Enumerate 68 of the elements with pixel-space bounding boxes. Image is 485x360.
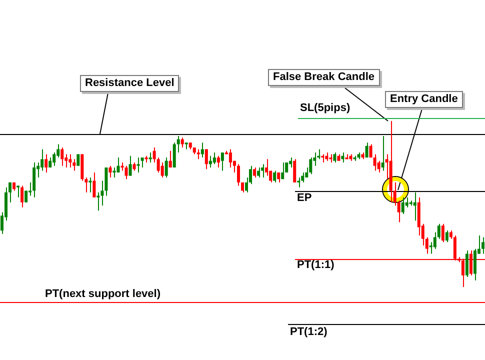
candlestick	[84, 176, 88, 193]
candlestick	[365, 142, 368, 158]
candlestick	[473, 248, 476, 281]
candlestick	[24, 190, 28, 203]
candlestick	[152, 147, 156, 163]
candlestick	[369, 144, 372, 158]
candlestick	[441, 223, 444, 243]
candlestick	[96, 192, 100, 212]
candlestick	[156, 157, 160, 173]
candlestick	[220, 152, 224, 172]
candlestick	[257, 166, 260, 178]
candlestick	[373, 154, 376, 172]
candlestick	[261, 164, 264, 178]
candlestick	[212, 152, 216, 165]
candlestick	[128, 155, 132, 176]
candlestick	[76, 154, 80, 166]
candlestick	[413, 192, 416, 222]
candlestick	[297, 176, 300, 188]
candlestick	[60, 147, 64, 166]
candlestick	[208, 155, 212, 168]
candlestick	[44, 154, 48, 173]
text: False Break Candle	[268, 69, 380, 86]
candlestick	[465, 250, 468, 278]
candlestick	[381, 135, 384, 172]
candlestick	[20, 185, 24, 208]
candlestick	[112, 166, 116, 178]
candlestick	[273, 170, 276, 183]
candlestick	[16, 185, 20, 198]
ref-line-label: PT(next support level)	[45, 288, 161, 301]
annotation: PT(1:1)	[297, 259, 334, 272]
candlestick	[309, 157, 312, 175]
candlestick	[164, 157, 168, 178]
candlestick	[68, 154, 72, 168]
candlestick	[48, 157, 52, 168]
candlestick	[168, 150, 172, 168]
candlestick	[196, 148, 200, 160]
text: Entry Candle	[385, 91, 463, 108]
candlestick	[236, 164, 240, 186]
candlestick	[253, 166, 256, 178]
candlestick	[52, 152, 56, 166]
candlestick	[108, 165, 112, 178]
candlestick	[285, 162, 288, 173]
candlestick	[481, 236, 484, 254]
candlestick	[32, 162, 36, 198]
candlestick	[401, 196, 404, 214]
candlestick	[200, 142, 204, 158]
candlestick	[293, 158, 296, 183]
ref-line-label: EP	[297, 192, 312, 205]
candlestick	[172, 142, 176, 168]
candlestick	[88, 176, 92, 193]
candlestick	[333, 152, 336, 163]
candlestick	[136, 157, 140, 173]
candlestick	[140, 157, 144, 168]
ref-line-label: SL(5pips)	[300, 102, 350, 115]
candlestick	[148, 152, 152, 163]
candlestick	[92, 172, 96, 198]
candlestick	[180, 137, 184, 148]
candlestick	[445, 230, 448, 243]
candlestick	[216, 155, 220, 168]
candlestick	[281, 162, 284, 180]
candlestick	[228, 148, 232, 168]
ref-line-label: Resistance Level	[80, 75, 180, 92]
candlestick	[176, 135, 180, 154]
candlestick	[341, 152, 344, 163]
text: PT(1:2)	[290, 326, 328, 339]
candlestick	[160, 162, 164, 178]
candlestick	[124, 165, 128, 180]
candlestick	[204, 148, 208, 170]
